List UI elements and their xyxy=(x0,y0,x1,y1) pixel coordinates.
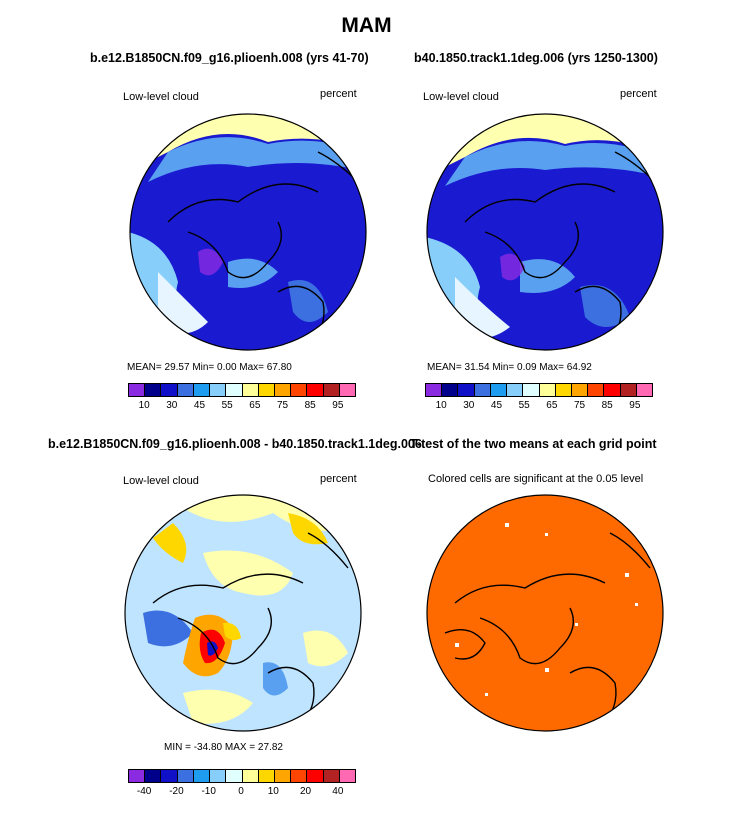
colorbar-swatch xyxy=(258,384,275,396)
colorbar-swatch xyxy=(242,384,259,396)
panel-3-stats: MIN = -34.80 MAX = 27.82 xyxy=(164,742,283,753)
colorbar-swatch xyxy=(291,384,308,396)
colorbar-swatch xyxy=(571,384,589,396)
panel-2-units-label: percent xyxy=(620,88,657,100)
colorbar-swatch xyxy=(210,770,227,782)
colorbar-swatch xyxy=(177,384,194,396)
colorbar-swatch xyxy=(274,384,292,396)
colorbar-tick-label: 40 xyxy=(332,786,344,797)
colorbar-swatch xyxy=(636,384,653,396)
panel-1-polar-map xyxy=(129,113,367,351)
colorbar-swatch xyxy=(161,384,178,396)
colorbar-swatch xyxy=(620,384,637,396)
colorbar-swatch xyxy=(307,384,324,396)
colorbar-swatch xyxy=(274,770,292,782)
panel-1-units-label: percent xyxy=(320,88,357,100)
colorbar-tick-label: 95 xyxy=(332,400,344,411)
panel-2-colorbar xyxy=(425,383,653,397)
colorbar-tick-label: 75 xyxy=(276,400,289,411)
colorbar-swatch xyxy=(177,770,194,782)
colorbar-tick-label: 65 xyxy=(249,400,261,411)
colorbar-swatch xyxy=(226,770,243,782)
colorbar-swatch xyxy=(210,384,227,396)
colorbar-swatch xyxy=(161,770,178,782)
panel-1-colorbar xyxy=(128,383,356,397)
colorbar-tick-label: 30 xyxy=(463,400,475,411)
colorbar-tick-label: 45 xyxy=(193,400,206,411)
colorbar-tick-label: 85 xyxy=(601,400,613,411)
colorbar-swatch xyxy=(129,770,146,782)
colorbar-tick-label: 85 xyxy=(304,400,316,411)
colorbar-swatch xyxy=(490,384,508,396)
colorbar-swatch xyxy=(226,384,243,396)
panel-1-stats: MEAN= 29.57 Min= 0.00 Max= 67.80 xyxy=(127,362,292,373)
panel-1-title: b.e12.B1850CN.f09_g16.plioenh.008 (yrs 4… xyxy=(90,51,369,65)
panel-3-colorbar xyxy=(128,769,356,783)
colorbar-swatch xyxy=(588,384,605,396)
colorbar-swatch xyxy=(339,770,356,782)
colorbar-tick-label: 10 xyxy=(267,786,279,797)
colorbar-swatch xyxy=(339,384,356,396)
panel-3-polar-map xyxy=(124,494,362,732)
panel-4-map-fill xyxy=(427,495,663,731)
colorbar-tick-label: 65 xyxy=(546,400,558,411)
colorbar-swatch xyxy=(307,770,324,782)
panel-2-polar-map xyxy=(426,113,664,351)
panel-2-stats: MEAN= 31.54 Min= 0.09 Max= 64.92 xyxy=(427,362,592,373)
colorbar-swatch xyxy=(242,770,259,782)
colorbar-tick-label: 75 xyxy=(573,400,586,411)
panel-4-polar-map xyxy=(426,494,664,732)
panel-3-units-label: percent xyxy=(320,473,357,485)
colorbar-swatch xyxy=(442,384,459,396)
colorbar-swatch xyxy=(604,384,621,396)
colorbar-swatch xyxy=(145,384,162,396)
panel-3-variable-label: Low-level cloud xyxy=(123,475,199,487)
colorbar-swatch xyxy=(291,770,308,782)
colorbar-tick-label: 45 xyxy=(490,400,503,411)
colorbar-swatch xyxy=(193,384,211,396)
panel-4-title: T-test of the two means at each grid poi… xyxy=(410,437,657,451)
panel-2-variable-label: Low-level cloud xyxy=(423,91,499,103)
panel-1-variable-label: Low-level cloud xyxy=(123,91,199,103)
colorbar-swatch xyxy=(507,384,524,396)
colorbar-tick-label: 0 xyxy=(238,786,244,797)
colorbar-tick-label: -20 xyxy=(169,786,184,797)
colorbar-swatch xyxy=(145,770,162,782)
colorbar-tick-label: 20 xyxy=(300,786,312,797)
colorbar-tick-label: -10 xyxy=(201,786,216,797)
panel-4-note: Colored cells are significant at the 0.0… xyxy=(428,473,644,485)
colorbar-swatch xyxy=(474,384,491,396)
colorbar-swatch xyxy=(258,770,275,782)
colorbar-swatch xyxy=(555,384,572,396)
colorbar-swatch xyxy=(193,770,211,782)
colorbar-swatch xyxy=(539,384,556,396)
colorbar-swatch xyxy=(129,384,146,396)
panel-2-title: b40.1850.track1.1deg.006 (yrs 1250-1300) xyxy=(414,51,658,65)
colorbar-tick-label: 10 xyxy=(138,400,150,411)
colorbar-swatch xyxy=(458,384,475,396)
colorbar-tick-label: 10 xyxy=(435,400,447,411)
colorbar-tick-label: 95 xyxy=(629,400,641,411)
figure-title: MAM xyxy=(341,14,392,37)
colorbar-tick-label: 55 xyxy=(518,400,530,411)
panel-3-title: b.e12.B1850CN.f09_g16.plioenh.008 - b40.… xyxy=(48,437,422,451)
colorbar-tick-label: 55 xyxy=(221,400,233,411)
colorbar-swatch xyxy=(323,384,340,396)
colorbar-swatch xyxy=(323,770,340,782)
colorbar-tick-label: -40 xyxy=(136,786,152,797)
colorbar-tick-label: 30 xyxy=(166,400,178,411)
colorbar-swatch xyxy=(426,384,443,396)
colorbar-swatch xyxy=(523,384,540,396)
